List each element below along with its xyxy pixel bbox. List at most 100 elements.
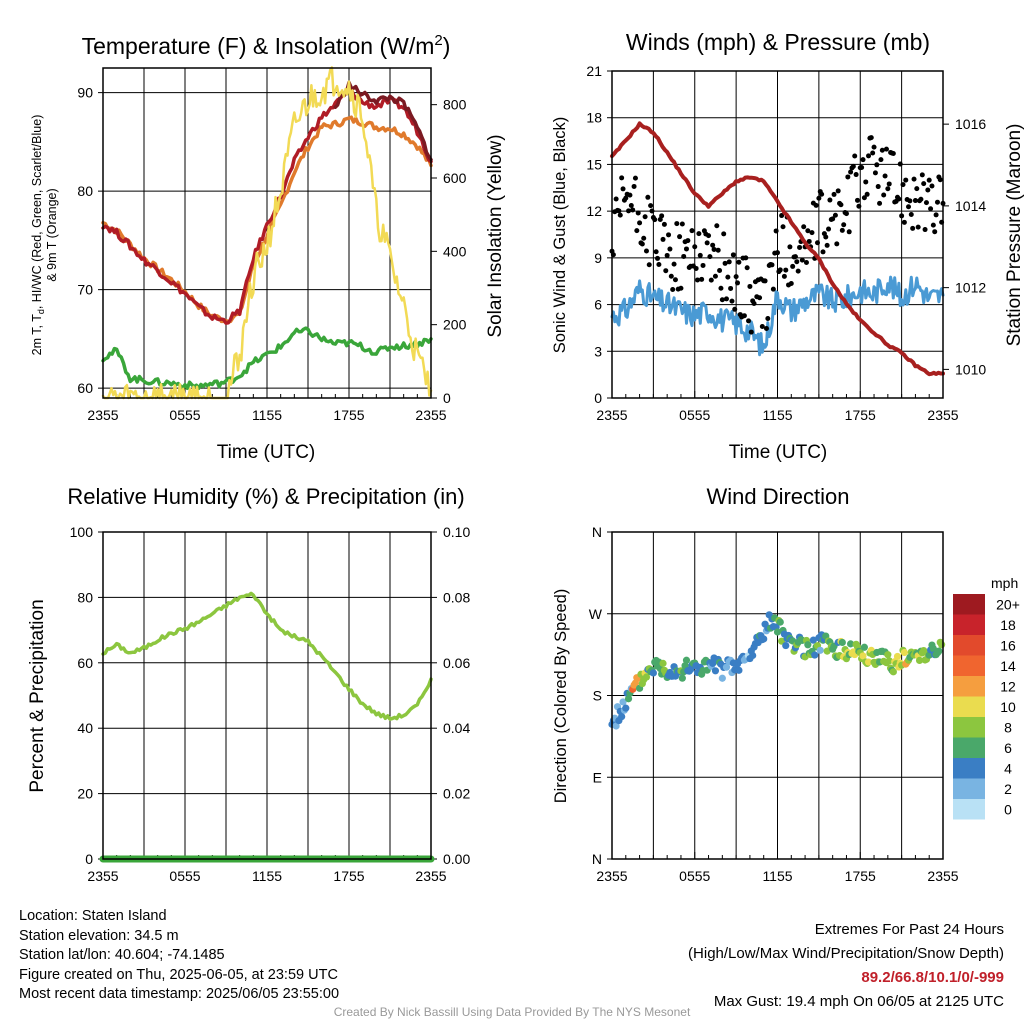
direction-point [900,648,908,657]
gust-point [735,280,741,286]
gust-point [732,306,738,312]
direction-point [859,652,867,660]
wind-direction-left-label: Direction (Colored By Speed) [552,589,570,804]
gust-point [748,329,754,335]
gust-point [643,248,649,254]
direction-point [838,638,846,647]
x-tick-label: 1755 [845,868,876,884]
x-tick-label: 0555 [679,868,710,884]
x-tick-label: 2355 [87,868,118,884]
gust-point [912,198,918,204]
colorbar-swatch [953,737,985,758]
gust-point [645,194,651,200]
gust-point [773,228,779,234]
x-tick-label: 1755 [845,407,876,423]
y-tick-label: N [592,851,602,867]
gust-point [653,249,659,255]
colorbar-label: 12 [1000,679,1016,695]
colorbar-swatch [953,717,985,738]
direction-point [915,656,924,665]
y-tick-label: 3 [594,343,602,359]
gust-point [900,182,906,188]
colorbar-swatch [953,778,985,799]
elevation-text: Station elevation: 34.5 m [19,927,179,944]
gust-point [626,208,632,214]
colorbar-label: 14 [1000,658,1016,674]
gust-point [868,135,874,141]
direction-point [823,647,831,655]
direction-point [682,656,691,664]
y-tick-label: 0 [85,851,93,867]
gust-point [704,240,710,246]
temperature-panel: Temperature (F) & Insolation (W/m2) 2m T… [30,32,506,463]
gust-point [707,254,713,260]
gust-point [813,202,819,208]
gust-point [850,163,856,169]
direction-point [776,618,784,626]
pressure-line [610,121,945,377]
y-tick-label: 40 [77,720,93,736]
colorbar-swatch [953,594,985,615]
y2-tick-label: 0.10 [443,524,470,540]
gust-point [649,208,655,214]
gust-point [814,240,820,246]
gust-point [679,221,685,227]
direction-point [711,667,720,675]
y2-tick-label: 0.08 [443,589,470,605]
direction-point [864,658,873,666]
gust-point [899,213,905,219]
gust-point [882,173,888,179]
gust-point [759,323,765,329]
y2-tick-label: 400 [443,243,467,259]
gust-point [922,227,928,233]
gust-point [929,183,935,189]
gust-point [832,212,838,218]
gust-point [883,146,889,152]
gust-point [848,169,854,175]
colorbar-swatch [953,758,985,779]
y-tick-label: 12 [586,203,602,219]
x-tick-label: 1755 [333,868,364,884]
insolation-line [101,66,433,400]
gust-point [907,198,913,204]
humidity-title: Relative Humidity (%) & Precipitation (i… [67,484,464,509]
gust-point [775,250,780,256]
gust-point [730,252,736,258]
gust-point [637,220,643,226]
direction-point [935,647,943,655]
gust-point [666,232,672,238]
gust-point [790,263,796,269]
gust-point [934,199,940,205]
humidity-left-label: Percent & Precipitation [27,599,48,792]
gust-point [870,150,876,156]
temperature-left-label-1: 2m T, Td, HI/WC (Red, Green, Scarlet/Blu… [30,115,46,356]
gust-point [872,170,878,176]
gust-point [820,249,826,255]
gust-point [757,295,763,301]
gust-point [928,206,934,212]
direction-point [811,651,819,659]
y2-tick-label: 0.04 [443,720,470,736]
colorbar-swatch [953,799,985,820]
colorbar-label: 8 [1004,720,1012,736]
temperature-right-label: Solar Insolation (Yellow) [485,134,506,337]
direction-point [889,668,897,676]
y-tick-label: 0 [594,390,602,406]
direction-point [846,640,855,648]
gust-point [710,242,716,248]
gust-point [845,174,851,180]
gust-point [906,204,912,210]
gust-point [672,277,678,283]
colorbar-swatch [953,614,985,635]
gust-point [852,153,858,159]
gust-point [678,285,684,291]
x-tick-label: 1155 [762,407,792,423]
colorbar-swatch [953,655,985,676]
gust-point [901,219,907,225]
colorbar-label: 20+ [996,597,1020,613]
y2-tick-label: 0.00 [443,851,470,867]
temperature-title: Temperature (F) & Insolation (W/m2) [82,32,451,59]
y2-tick-label: 600 [443,170,467,186]
y-tick-label: 15 [586,156,602,172]
x-tick-label: 1755 [333,407,364,423]
